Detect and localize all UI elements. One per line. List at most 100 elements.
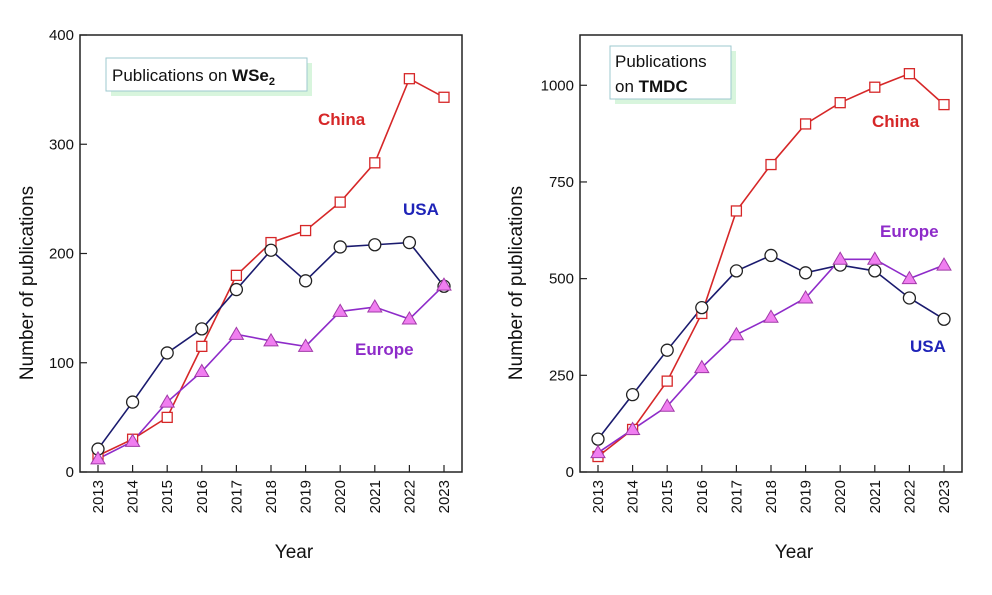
wse2-x-tick-label: 2022 — [401, 480, 418, 513]
tmdc-x-tick-label: 2021 — [867, 480, 884, 513]
wse2-china-point — [299, 224, 312, 237]
tmdc-china-point — [869, 81, 881, 93]
tmdc-x-tick-label: 2023 — [936, 480, 953, 513]
tmdc-europe-point — [624, 421, 641, 435]
tmdc-y-tick-label: 0 — [566, 464, 574, 481]
tmdc-x-tick-label: 2017 — [728, 480, 745, 513]
wse2-china-line — [97, 77, 445, 457]
tmdc-usa-point — [902, 291, 917, 305]
tmdc-x-axis-title: Year — [775, 542, 814, 563]
wse2-usa-point — [264, 243, 278, 257]
wse2-y-tick-label: 200 — [49, 246, 74, 263]
tmdc-y-tick-label: 500 — [549, 271, 574, 288]
wse2-europe-point — [124, 433, 141, 447]
wse2-x-tick-label: 2019 — [298, 480, 315, 513]
wse2-x-tick-label: 2020 — [332, 480, 349, 513]
tmdc-europe-point — [763, 309, 779, 323]
tmdc-x-tick-label: 2022 — [901, 480, 918, 513]
tmdc-europe-point — [866, 251, 883, 265]
wse2-usa-point — [298, 274, 313, 288]
wse2-series-label-usa: USA — [403, 200, 439, 219]
wse2-europe-point — [159, 394, 176, 408]
tmdc-x-tick-label: 2016 — [694, 480, 711, 513]
tmdc-x-tick-label: 2018 — [763, 480, 780, 513]
tmdc-title-line2: on TMDC — [615, 77, 688, 96]
tmdc-china-point — [765, 158, 777, 171]
tmdc-china-point — [938, 98, 950, 111]
wse2-europe-point — [297, 338, 314, 352]
tmdc-series-label-europe: Europe — [880, 222, 939, 241]
wse2-y-tick-label: 300 — [49, 136, 74, 153]
tmdc-europe-point — [797, 289, 814, 304]
tmdc-y-tick-label: 1000 — [541, 77, 574, 94]
tmdc-china-point — [730, 205, 743, 217]
wse2-x-axis-title: Year — [275, 542, 314, 563]
tmdc-title-prefix: on — [615, 77, 639, 96]
tmdc-china-point — [661, 375, 673, 387]
tmdc-y-ticks: 0 250 500 750 1000 — [541, 77, 587, 481]
tmdc-usa-point — [764, 248, 778, 263]
wse2-usa-point — [160, 346, 174, 360]
wse2-europe-point — [90, 450, 106, 465]
wse2-x-ticks: 2013 2014 2015 2016 2017 2018 2019 2020 2021 2022… — [90, 465, 453, 513]
wse2-x-tick-label: 2021 — [367, 480, 384, 513]
wse2-title-box-face — [105, 57, 308, 92]
wse2-series-label-china: China — [318, 110, 366, 129]
wse2-usa-point — [402, 235, 417, 250]
wse2-china-point — [230, 269, 243, 282]
tmdc-europe-point — [693, 359, 710, 374]
wse2-x-tick-label: 2013 — [90, 480, 107, 513]
tmdc-x-tick-label: 2020 — [832, 480, 849, 513]
wse2-usa-point — [368, 238, 382, 252]
tmdc-title-box: Publications on TMDC — [609, 45, 736, 104]
wse2-europe-point — [401, 311, 418, 325]
tmdc-europe-point — [728, 326, 745, 341]
tmdc-series-label-usa: USA — [910, 337, 946, 356]
wse2-europe-point — [263, 332, 279, 347]
wse2-x-tick-label: 2018 — [263, 480, 280, 513]
wse2-china-point — [438, 91, 450, 103]
wse2-x-tick-label: 2016 — [194, 480, 211, 513]
wse2-x-tick-label: 2017 — [228, 480, 245, 513]
wse2-x-tick-label: 2023 — [436, 480, 453, 513]
wse2-china-point — [161, 411, 173, 424]
tmdc-usa-point — [868, 264, 882, 278]
tmdc-europe-point — [590, 444, 606, 459]
wse2-usa-point — [229, 282, 244, 297]
wse2-y-ticks: 0 100 200 300 400 — [49, 27, 87, 481]
wse2-title-box: Publications on WSe2 — [105, 57, 312, 96]
wse2-series-label-europe: Europe — [355, 340, 414, 359]
tmdc-europe-point — [659, 398, 676, 412]
tmdc-series-label-china: China — [872, 112, 920, 131]
tmdc-china-point — [799, 118, 812, 130]
tmdc-usa-point — [798, 266, 813, 280]
tmdc-x-tick-label: 2019 — [798, 480, 815, 513]
wse2-usa-point — [125, 395, 140, 409]
tmdc-china-line — [597, 72, 945, 458]
wse2-europe-point — [332, 303, 349, 317]
wse2-title: Publications on WSe2 — [112, 66, 275, 88]
tmdc-europe-point — [901, 270, 918, 285]
wse2-china-point — [196, 340, 208, 353]
tmdc-usa-point — [591, 432, 605, 446]
tmdc-title-box-face — [609, 45, 732, 100]
tmdc-x-tick-label: 2015 — [659, 480, 676, 513]
wse2-europe-point — [366, 299, 383, 313]
tmdc-usa-point — [660, 343, 674, 357]
wse2-china-point — [334, 196, 346, 208]
tmdc-title-bold: TMDC — [639, 77, 688, 96]
wse2-title-subscript: 2 — [269, 76, 275, 88]
wse2-china-point — [369, 157, 381, 169]
tmdc-china-point — [903, 68, 916, 80]
tmdc-x-ticks: 2013 2014 2015 2016 2017 2018 2019 2020 2021 2022… — [590, 465, 953, 513]
tmdc-y-tick-label: 250 — [549, 367, 574, 384]
wse2-y-tick-label: 400 — [49, 27, 74, 44]
tmdc-china-point — [834, 97, 846, 109]
tmdc-europe-point — [832, 251, 849, 265]
wse2-y-tick-label: 100 — [49, 355, 74, 372]
wse2-x-tick-label: 2014 — [125, 480, 142, 513]
tmdc-series — [590, 68, 952, 463]
